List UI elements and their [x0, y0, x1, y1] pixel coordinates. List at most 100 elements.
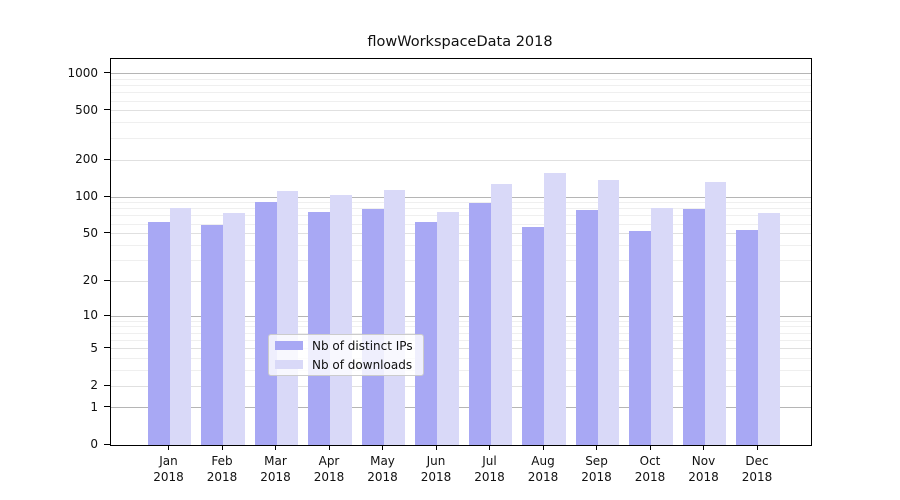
- y-tick-mark-0: [104, 443, 110, 445]
- bar-feb-distinct-ips: [201, 225, 223, 445]
- gridline-100: [111, 196, 811, 198]
- x-tick-mark-dec: [756, 445, 758, 450]
- bar-mar-downloads: [276, 190, 299, 445]
- x-tick-mark-mar: [275, 445, 276, 450]
- x-tick-mark-oct: [649, 445, 651, 450]
- x-tick-mark-feb: [221, 445, 223, 450]
- bar-oct-downloads: [651, 208, 673, 445]
- gridline-900: [111, 78, 811, 80]
- gridline-10: [111, 315, 811, 317]
- gridline-1000: [111, 73, 811, 75]
- gridline-20: [111, 280, 811, 282]
- x-tick-label-jan: Jan 2018: [153, 454, 184, 484]
- x-tick-label-apr: Apr 2018: [313, 454, 345, 484]
- bar-jan-distinct-ips: [147, 221, 170, 445]
- y-tick-mark-1: [104, 406, 110, 408]
- bar-nov-distinct-ips: [682, 208, 705, 445]
- y-tick-label-10: 10: [82, 308, 98, 323]
- x-tick-mark-jan: [168, 445, 169, 450]
- bar-dec-downloads: [758, 213, 780, 445]
- gridline-700: [111, 92, 811, 94]
- x-tick-mark-aug: [542, 445, 544, 450]
- gridline-40: [111, 244, 811, 246]
- bar-jul-downloads: [490, 183, 513, 445]
- bar-jan-downloads: [169, 208, 192, 445]
- gridline-400: [111, 122, 811, 124]
- legend: Nb of distinct IPs Nb of downloads: [268, 334, 424, 376]
- legend-label-distinct-ips: Nb of distinct IPs: [312, 338, 413, 353]
- y-tick-mark-20: [104, 279, 110, 281]
- gridline-200: [111, 159, 811, 161]
- x-tick-mark-apr: [328, 445, 330, 450]
- x-tick-mark-may: [382, 445, 383, 450]
- gridline-800: [111, 85, 811, 87]
- bar-apr-distinct-ips: [308, 212, 330, 445]
- legend-swatch-distinct-ips: [275, 341, 303, 350]
- legend-label-downloads: Nb of downloads: [312, 357, 413, 372]
- bar-sep-distinct-ips: [575, 210, 598, 445]
- bar-sep-downloads: [597, 179, 620, 445]
- legend-swatch-downloads: [275, 360, 303, 369]
- gridline-7: [111, 332, 811, 334]
- bar-apr-downloads: [330, 195, 352, 445]
- y-tick-mark-50: [104, 232, 110, 234]
- y-tick-mark-200: [104, 158, 110, 160]
- gridline-70: [111, 215, 811, 217]
- gridline-60: [111, 223, 811, 225]
- y-tick-mark-5: [104, 347, 110, 349]
- x-tick-mark-jun: [435, 445, 437, 450]
- chart-title: flowWorkspaceData 2018: [367, 34, 553, 50]
- y-tick-mark-1000: [104, 72, 110, 74]
- gridline-50: [111, 233, 811, 235]
- gridline-90: [111, 202, 811, 204]
- y-tick-mark-500: [104, 109, 110, 111]
- legend-item-distinct-ips: Nb of distinct IPs: [275, 338, 417, 353]
- x-tick-label-dec: Dec 2018: [741, 454, 773, 484]
- x-tick-label-nov: Nov 2018: [688, 454, 719, 484]
- gridline-1: [111, 407, 811, 409]
- gridline-8: [111, 326, 811, 328]
- gridline-300: [111, 137, 811, 139]
- y-tick-label-2: 2: [90, 378, 98, 392]
- gridline-600: [111, 100, 811, 102]
- gridline-30: [111, 259, 811, 261]
- y-tick-mark-100: [104, 195, 110, 197]
- x-tick-label-may: May 2018: [367, 454, 398, 484]
- bar-may-distinct-ips: [361, 208, 384, 445]
- bar-jun-distinct-ips: [415, 221, 437, 445]
- x-tick-label-jul: Jul 2018: [474, 454, 505, 484]
- bar-feb-downloads: [223, 213, 245, 445]
- bar-mar-distinct-ips: [254, 202, 277, 445]
- gridline-500: [111, 110, 811, 112]
- y-tick-label-5: 5: [90, 340, 98, 355]
- gridline-80: [111, 208, 811, 210]
- y-tick-label-20: 20: [82, 273, 98, 288]
- bar-aug-downloads: [544, 173, 566, 445]
- x-tick-mark-nov: [703, 445, 704, 450]
- x-tick-mark-jul: [489, 445, 490, 450]
- x-tick-mark-sep: [596, 445, 597, 450]
- y-tick-label-50: 50: [82, 225, 98, 240]
- gridline-6: [111, 339, 811, 341]
- legend-item-downloads: Nb of downloads: [275, 357, 417, 372]
- y-tick-label-200: 200: [75, 152, 98, 166]
- gridline-4: [111, 358, 811, 359]
- y-tick-label-1: 1: [90, 399, 98, 414]
- bar-may-downloads: [383, 190, 406, 445]
- bar-aug-distinct-ips: [522, 226, 544, 445]
- gridline-5: [111, 348, 811, 350]
- y-tick-label-1000: 1000: [67, 65, 98, 80]
- x-tick-label-jun: Jun 2018: [420, 454, 452, 484]
- x-tick-label-oct: Oct 2018: [634, 454, 666, 484]
- x-tick-label-sep: Sep 2018: [581, 454, 612, 484]
- y-tick-label-0: 0: [90, 437, 98, 451]
- x-tick-label-aug: Aug 2018: [527, 454, 559, 484]
- plot-area: [110, 58, 812, 446]
- y-tick-mark-10: [104, 314, 110, 316]
- x-tick-label-mar: Mar 2018: [260, 454, 291, 484]
- x-tick-label-feb: Feb 2018: [206, 454, 238, 484]
- bar-jul-distinct-ips: [468, 203, 491, 445]
- y-tick-label-100: 100: [75, 189, 98, 203]
- bar-nov-downloads: [704, 181, 727, 445]
